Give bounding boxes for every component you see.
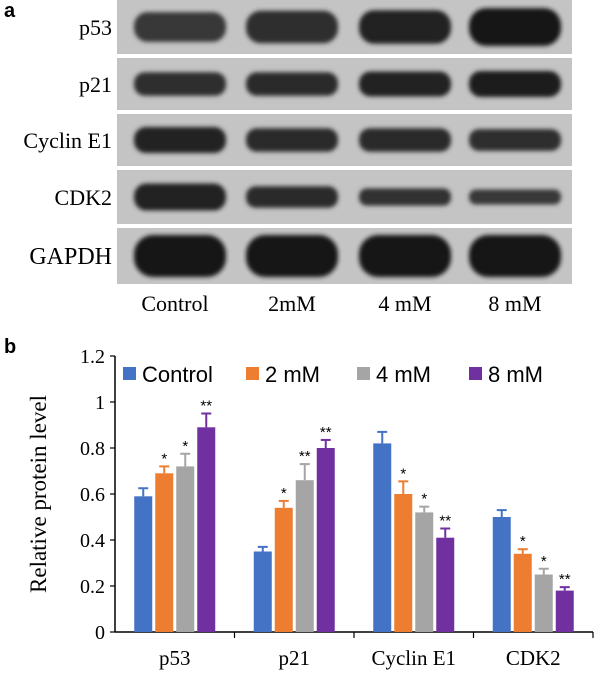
bar-4-mm-cdk2 [534, 574, 553, 632]
bar-2-mm-cdk2 [513, 553, 532, 632]
significance-marker: * [161, 450, 167, 467]
bar-2-mm-p53 [155, 473, 174, 632]
blot-band [246, 128, 338, 152]
bar-2-mm-cyclin-e1 [394, 494, 413, 632]
blot-band [469, 8, 561, 46]
x-category-label: p21 [279, 646, 311, 670]
panel-b-label: b [4, 336, 17, 358]
western-blot-panel: p53 p21 Cyclin E1 CDK2 GAPDH Control 2mM 4 mM 8 … [23, 0, 572, 316]
significance-marker: * [520, 533, 526, 550]
blot-row-label: CDK2 [55, 185, 112, 210]
x-category-label: CDK2 [506, 646, 561, 670]
bar-control-p21 [253, 551, 272, 632]
legend-label: Control [142, 362, 213, 387]
bar-4-mm-p53 [176, 466, 195, 632]
y-axis [110, 355, 116, 633]
blot-band [359, 71, 451, 97]
bar-chart: 0 0.2 0.4 0.6 0.8 1 1.2 Relative protein level p… [26, 346, 594, 670]
y-tick-label: 0.4 [80, 530, 105, 552]
legend-swatch [469, 367, 482, 380]
y-axis-label: Relative protein level [26, 395, 51, 593]
blot-row-p21 [117, 58, 572, 110]
chart-legend: Control 2 mM 4 mM 8 mM [123, 362, 543, 387]
blot-band [134, 127, 226, 153]
blot-band [359, 235, 451, 277]
blot-band [134, 72, 226, 96]
y-tick-label: 1 [95, 392, 105, 414]
blot-band [134, 12, 226, 42]
blot-row-gapdh [117, 228, 572, 284]
x-category-label: Cyclin E1 [371, 646, 456, 670]
blot-lane-label: 4 mM [378, 291, 431, 316]
bar-8-mm-p21 [316, 448, 335, 632]
blot-row-label: p21 [79, 72, 112, 97]
legend-swatch [357, 367, 370, 380]
significance-marker: * [421, 491, 427, 508]
blot-row-cdk2 [117, 170, 572, 224]
blot-band [134, 235, 226, 277]
panel-a-label: a [4, 0, 16, 22]
y-tick-label: 1.2 [80, 346, 105, 368]
y-tick-label: 0.2 [80, 576, 105, 598]
y-tick-label: 0.8 [80, 438, 105, 460]
bar-4-mm-p21 [295, 480, 314, 632]
blot-band [246, 10, 338, 44]
legend-label: 2 mM [265, 362, 320, 387]
blot-band [359, 188, 451, 206]
bar-control-p53 [134, 496, 153, 632]
blot-lane-label: 2mM [268, 291, 316, 316]
significance-marker: ** [439, 513, 451, 530]
significance-marker: ** [200, 398, 212, 415]
blot-band [359, 10, 451, 44]
y-tick-label: 0.6 [80, 484, 105, 506]
significance-marker: ** [299, 448, 311, 465]
blot-band [246, 186, 338, 208]
blot-band [469, 189, 561, 205]
legend-swatch [123, 367, 136, 380]
blot-row-label: p53 [79, 15, 112, 40]
x-category-label: p53 [159, 646, 191, 670]
bar-8-mm-cdk2 [555, 590, 574, 632]
bar-4-mm-cyclin-e1 [415, 512, 434, 632]
bar-8-mm-p53 [197, 427, 216, 632]
blot-row-cyclin-e1 [117, 114, 572, 166]
significance-marker: * [400, 465, 406, 482]
blot-band [246, 72, 338, 96]
y-tick-label: 0 [95, 622, 105, 644]
blot-band [134, 183, 226, 211]
bar-8-mm-cyclin-e1 [436, 537, 455, 632]
significance-marker: ** [559, 571, 571, 588]
blot-row-p53 [117, 0, 572, 54]
blot-band [469, 129, 561, 151]
blot-lane-label: 8 mM [488, 291, 541, 316]
bar-control-cyclin-e1 [373, 443, 392, 632]
blot-row-label: GAPDH [29, 244, 112, 270]
bar-2-mm-p21 [274, 507, 293, 632]
legend-label: 4 mM [376, 362, 431, 387]
legend-label: 8 mM [488, 362, 543, 387]
significance-marker: ** [320, 424, 332, 441]
significance-marker: * [541, 553, 547, 570]
significance-marker: * [182, 438, 188, 455]
blot-row-label: Cyclin E1 [23, 128, 112, 153]
bar-control-cdk2 [492, 517, 511, 632]
blot-band [469, 235, 561, 277]
blot-band [469, 71, 561, 97]
blot-lane-label: Control [141, 291, 208, 316]
blot-band [359, 128, 451, 152]
blot-band [246, 235, 338, 277]
legend-swatch [246, 367, 259, 380]
significance-marker: * [281, 485, 287, 502]
